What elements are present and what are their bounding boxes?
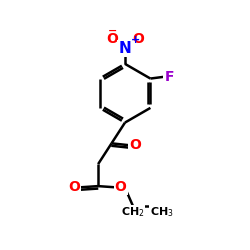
Text: F: F xyxy=(164,70,174,84)
Text: +: + xyxy=(131,35,140,45)
Text: O: O xyxy=(106,32,118,46)
Text: O: O xyxy=(68,180,80,194)
Text: CH$_2$: CH$_2$ xyxy=(121,206,145,220)
Text: −: − xyxy=(108,26,117,36)
Text: CH$_3$: CH$_3$ xyxy=(150,206,174,220)
Text: O: O xyxy=(129,138,141,152)
Text: O: O xyxy=(132,32,144,46)
Text: N: N xyxy=(119,41,132,56)
Text: O: O xyxy=(115,180,126,194)
